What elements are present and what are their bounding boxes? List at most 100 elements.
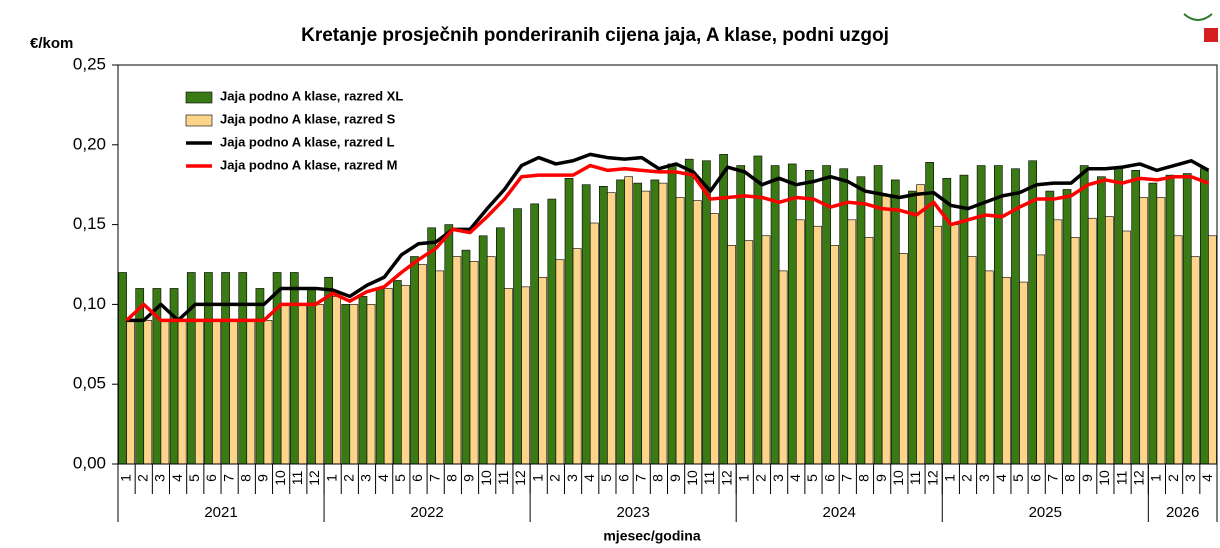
year-label: 2026 [1166,504,1199,521]
bar [908,190,917,465]
bar [1131,170,1141,465]
bar [692,200,702,465]
x-tick-label: 8 [1062,474,1078,482]
bar [263,320,273,465]
bar [401,284,410,465]
bar [1062,189,1072,465]
x-tick-label: 9 [1079,474,1095,482]
x-tick-label: 5 [392,474,408,482]
x-tick-label: 4 [169,474,185,482]
bar [813,225,822,465]
bar [1173,235,1183,465]
bar [410,256,419,465]
bar [787,163,797,465]
y-tick-label: 0,05 [73,374,106,393]
bar [864,237,874,465]
x-tick-label: 3 [770,474,786,482]
x-tick-label: 4 [581,474,597,482]
bar [1019,281,1028,465]
x-tick-label: 2 [134,474,150,482]
bar [332,296,342,465]
y-tick-label: 0,00 [73,453,106,472]
bar [186,272,196,465]
bar [1002,276,1011,465]
bar [658,182,668,465]
x-tick-label: 9 [461,474,477,482]
bar [916,184,925,465]
bar [177,320,187,465]
x-tick-label: 11 [701,471,717,486]
y-axis-label: €/kom [30,35,73,52]
x-tick-label: 3 [564,474,580,482]
bar [143,320,153,465]
bar [1165,174,1175,465]
bar [702,160,711,465]
bar [881,195,891,465]
bar [229,320,238,465]
bar [933,225,943,465]
bar [246,320,256,465]
bar [633,182,643,465]
x-tick-label: 4 [375,474,391,482]
bar [984,270,994,465]
bar [616,179,625,465]
bar [547,198,557,465]
legend-label: Jaja podno A klase, razred M [220,157,397,172]
bar [822,165,831,465]
bar [126,320,135,465]
x-tick-label: 12 [718,470,734,486]
bar [118,272,127,465]
bar [950,224,960,465]
bar [1182,173,1192,465]
x-tick-label: 1 [1148,474,1164,482]
x-tick-label: 10 [272,470,288,486]
bar [1036,254,1046,465]
bar [856,176,866,465]
bar [761,235,771,465]
x-tick-label: 6 [203,474,219,482]
legend-label: Jaja podno A klase, razred L [220,134,395,149]
bar [315,304,324,465]
x-tick-label: 8 [856,474,872,482]
x-axis-label: mjesec/godina [603,528,700,544]
bar [238,272,248,465]
x-tick-label: 6 [409,474,425,482]
bar [993,165,1003,465]
bar [160,320,170,465]
y-tick-label: 0,25 [73,54,106,73]
x-tick-label: 8 [650,474,666,482]
bar [1200,168,1209,465]
bar [1105,216,1114,465]
bar [1087,217,1097,465]
x-tick-label: 3 [358,474,374,482]
bar [469,261,479,465]
bar [890,179,900,465]
bar [795,219,805,465]
year-label: 2024 [823,504,856,521]
bar [607,192,616,465]
x-tick-label: 2 [753,474,769,482]
bar [675,197,685,465]
x-tick-label: 4 [787,474,803,482]
x-tick-label: 1 [735,474,751,482]
bar [770,165,780,465]
bar [710,213,719,465]
x-tick-label: 5 [1010,474,1026,482]
bar [212,320,221,465]
bar [513,208,522,465]
bar [753,155,763,465]
bar [298,304,307,465]
legend-label: Jaja podno A klase, razred XL [220,88,403,103]
bar [495,227,505,465]
x-tick-label: 11 [907,471,923,486]
x-tick-label: 3 [1182,474,1198,482]
bar [1190,256,1200,465]
bar [839,168,849,465]
x-tick-label: 4 [993,474,1009,482]
bar [383,288,393,465]
x-tick-label: 7 [426,474,442,482]
x-tick-label: 1 [323,474,339,482]
x-tick-label: 3 [976,474,992,482]
year-label: 2021 [204,504,237,521]
